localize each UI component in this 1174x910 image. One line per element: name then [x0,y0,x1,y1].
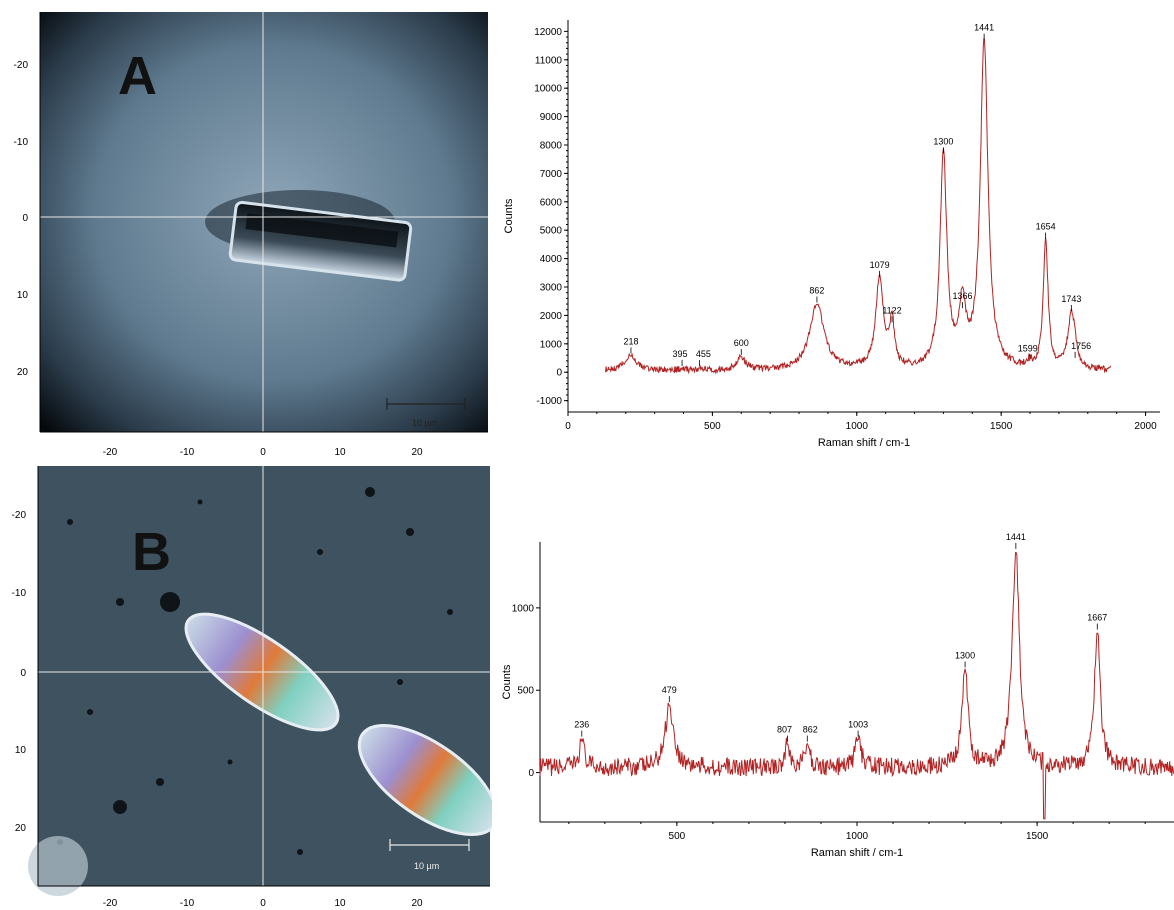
y-tick-label: 4000 [540,254,563,265]
peak-label: 236 [574,720,589,730]
y-tick-a: 0 [22,213,28,224]
panel-label-a: A [118,46,157,106]
x-tick-label: 2000 [1134,421,1157,432]
peak-label: 1743 [1061,294,1081,304]
y-tick-b: -10 [12,588,27,599]
peak-label: 1667 [1087,613,1107,623]
peak-label: 1300 [955,650,975,660]
y-tick-label: 11000 [535,55,563,66]
peak-label: 395 [673,349,688,359]
y-tick-label: 12000 [534,27,562,38]
peak-label: 1599 [1018,344,1038,354]
y-tick-label: 3000 [540,283,563,294]
y-tick-label: 9000 [540,112,563,123]
x-tick-label: 1000 [846,421,869,432]
peak-label: 1366 [952,291,972,301]
x-tick-b: 0 [260,898,266,909]
x-tick-b: -20 [103,898,118,909]
x-tick-a: -20 [103,447,118,458]
y-tick-label: 0 [528,768,534,779]
y-tick-label: 7000 [540,169,563,180]
peak-label: 1122 [882,305,901,315]
scale-bar-label-b: 10 µm [414,861,439,871]
peak-label: 1441 [974,23,994,33]
peak-label: 1003 [848,720,868,730]
peak-label: 600 [734,338,749,348]
y-axis-title: Counts [503,198,515,233]
peak-label: 1079 [870,260,890,270]
peak-label: 455 [696,349,711,359]
peak-label: 1300 [933,136,953,146]
y-tick-a: 20 [17,367,29,378]
x-tick-a: 0 [260,447,266,458]
x-tick-b: -10 [180,898,195,909]
micrograph-a: A 10 µm -20 -10 0 10 20 -20 -10 0 10 20 [14,12,488,458]
micrograph-b: B 10 µm -20 -10 0 10 20 -20 -10 0 10 20 [12,466,492,909]
y-tick-label: 0 [556,368,562,379]
peak-label: 862 [809,285,824,295]
y-tick-a: 10 [17,290,29,301]
peak-label: 807 [777,725,792,735]
peak-label: 479 [662,685,677,695]
y-tick-b: 0 [20,668,26,679]
x-tick-b: 20 [411,898,423,909]
x-tick-a: -10 [180,447,195,458]
x-tick-label: 1500 [1026,831,1049,842]
y-tick-label: 2000 [540,311,563,322]
raman-spectrum-a: -100001000200030004000500060007000800090… [503,20,1160,449]
spectrum-line [605,38,1112,375]
y-tick-b: 20 [15,823,27,834]
y-tick-label: 1000 [540,339,563,350]
spectrum-line [539,552,1174,820]
peak-label: 1441 [1006,532,1026,542]
y-tick-a: -10 [14,137,29,148]
x-tick-b: 10 [334,898,346,909]
x-tick-label: 500 [704,421,721,432]
y-tick-a: -20 [14,60,29,71]
y-tick-b: 10 [15,745,27,756]
y-tick-b: -20 [12,510,27,521]
raman-spectrum-b: 0 500 1000 500 1000 1500 Raman shift / cm-1 Cou… [501,532,1174,859]
scale-bar-label-a: 10 µm [412,418,437,428]
y-tick-label: 6000 [540,197,563,208]
x-axis-title: Raman shift / cm-1 [818,437,910,449]
x-tick-a: 10 [334,447,346,458]
y-tick-label: 500 [517,686,534,697]
peak-label: 218 [623,336,638,346]
peak-label: 1756 [1071,341,1091,351]
peak-label: 1654 [1036,222,1056,232]
panel-label-b: B [132,522,171,582]
y-tick-label: 5000 [540,226,563,237]
x-tick-a: 20 [411,447,423,458]
y-tick-label: 8000 [540,140,563,151]
peak-label: 862 [803,725,818,735]
y-tick-label: -1000 [536,396,562,407]
x-tick-label: 500 [669,831,686,842]
y-tick-label: 1000 [512,603,535,614]
x-axis-title: Raman shift / cm-1 [811,847,903,859]
y-axis-title: Counts [501,664,513,699]
x-tick-label: 1500 [990,421,1013,432]
y-tick-label: 10000 [534,84,562,95]
x-tick-label: 0 [565,421,571,432]
x-tick-label: 1000 [846,831,869,842]
